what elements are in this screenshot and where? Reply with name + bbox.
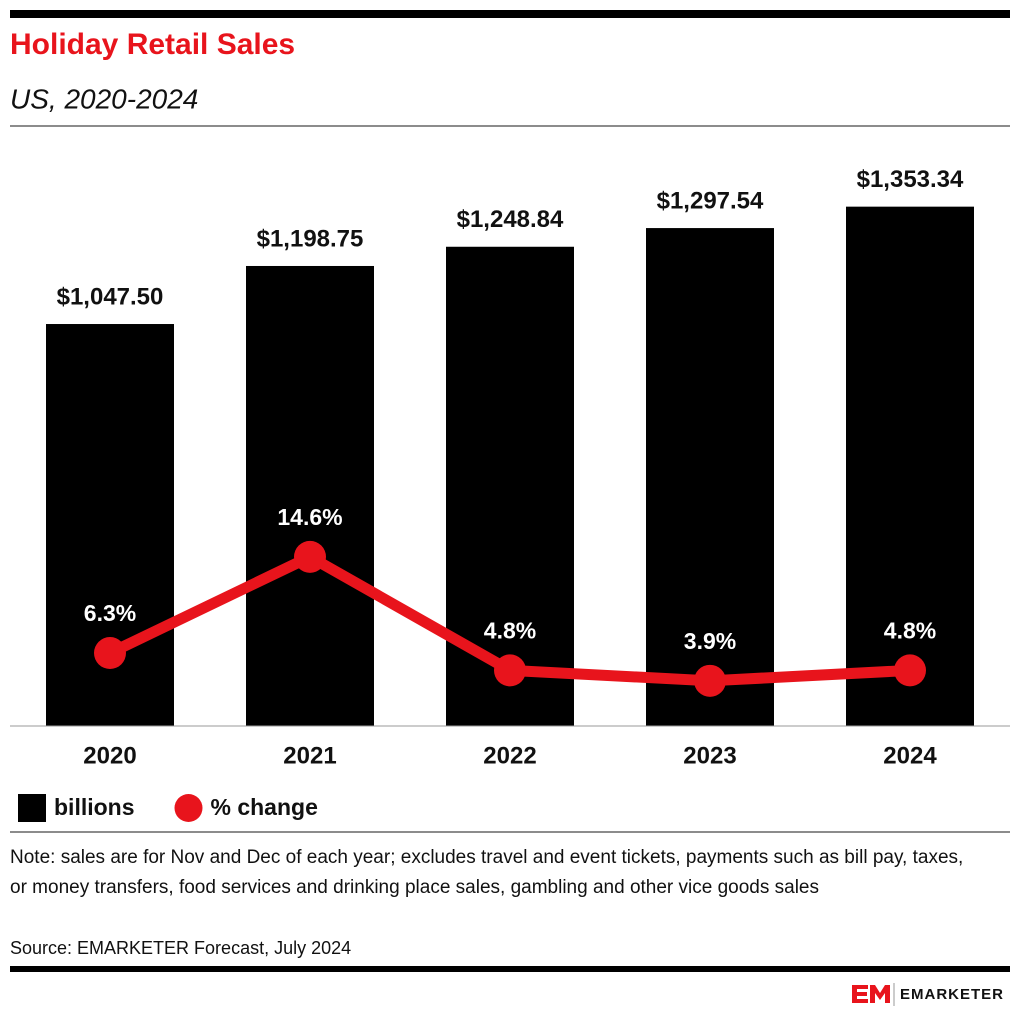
legend-swatch bbox=[18, 794, 46, 822]
line-point bbox=[894, 654, 926, 687]
chart-subtitle: US, 2020-2024 bbox=[10, 83, 198, 114]
top-rule bbox=[10, 10, 1010, 18]
source: Source: EMARKETER Forecast, July 2024 bbox=[10, 938, 352, 958]
bar-label: $1,198.75 bbox=[257, 225, 364, 252]
brand-name: EMARKETER bbox=[900, 986, 1004, 1003]
bar bbox=[846, 206, 974, 727]
bar bbox=[646, 228, 774, 726]
line-point bbox=[494, 654, 526, 687]
bar-label: $1,248.84 bbox=[457, 206, 564, 233]
legend-swatch bbox=[174, 794, 203, 822]
legend-label: % change bbox=[211, 794, 318, 820]
x-tick-label: 2020 bbox=[83, 742, 136, 769]
point-label: 6.3% bbox=[84, 600, 136, 626]
point-label: 4.8% bbox=[484, 617, 536, 643]
line-point bbox=[694, 664, 726, 697]
point-label: 3.9% bbox=[684, 628, 736, 654]
chart-title: Holiday Retail Sales bbox=[10, 28, 295, 61]
bar bbox=[446, 246, 574, 727]
brand-logo bbox=[852, 983, 895, 1006]
x-tick-label: 2022 bbox=[483, 742, 536, 769]
point-label: 4.8% bbox=[884, 617, 936, 643]
bar-label: $1,297.54 bbox=[657, 187, 764, 214]
note: Note: sales are for Nov and Dec of each … bbox=[10, 847, 964, 898]
bar bbox=[246, 265, 374, 726]
bottom-rule bbox=[10, 966, 1010, 972]
line-point bbox=[94, 637, 126, 670]
x-tick-label: 2024 bbox=[883, 742, 937, 769]
legend-label: billions bbox=[54, 794, 135, 820]
bar-label: $1,353.34 bbox=[857, 166, 964, 193]
bar-label: $1,047.50 bbox=[57, 283, 164, 310]
x-tick-label: 2021 bbox=[283, 742, 336, 769]
point-label: 14.6% bbox=[277, 504, 342, 530]
x-tick-label: 2023 bbox=[683, 742, 736, 769]
line-point bbox=[294, 540, 326, 573]
